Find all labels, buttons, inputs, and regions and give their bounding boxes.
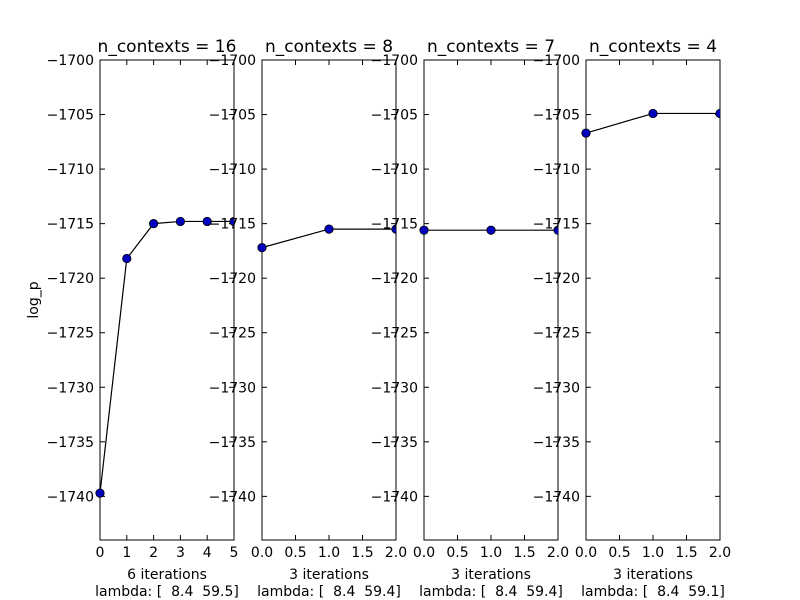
y-tick-label: −1705 [47,108,94,124]
y-tick-label: −1710 [209,162,256,178]
x-tick-label: 4 [203,545,212,561]
x-tick-label: 1.0 [318,545,340,561]
y-tick-label: −1705 [533,108,580,124]
y-tick-label: −1710 [533,162,580,178]
y-tick-label: −1720 [371,271,418,287]
chart-title: n_contexts = 4 [589,37,717,57]
y-tick-label: −1740 [371,489,418,505]
data-point [122,253,132,264]
y-tick-label: −1705 [209,108,256,124]
y-tick-label: −1725 [533,326,580,342]
data-point [202,216,212,227]
data-point [648,108,658,119]
panel-2: −1700 −1705 −1710 −1715 −1720 −1725 −1730 −1735… [209,37,407,600]
data-point [391,224,396,234]
x-tick-label: 0 [96,545,105,561]
data-point [715,108,720,119]
y-tick-label: −1700 [533,53,580,69]
x-tick-label: 3 [176,545,185,561]
x-tick-label: 0.5 [608,545,630,561]
y-tick-label: −1735 [533,435,580,451]
data-point [419,225,429,235]
y-tick-label: −1730 [533,380,580,396]
y-tick-label: −1715 [47,217,94,233]
lambda-label: lambda: [ 8.4 59.4] [419,584,563,600]
x-tick-label: 1.0 [480,545,502,561]
x-axis-label: 3 iterations [289,567,369,583]
data-point [257,243,267,253]
y-tick-label: −1700 [371,53,418,69]
markers [257,224,396,253]
y-tick-label: −1725 [47,326,94,342]
data-point [486,225,496,235]
axes-frame [99,59,235,541]
y-tick-label: −1740 [533,489,580,505]
y-tick-label: −1730 [47,380,94,396]
y-tick-label: −1720 [209,271,256,287]
data-point [229,216,234,227]
y-tick-label: −1710 [371,162,418,178]
x-tick-label: 2.0 [547,545,569,561]
x-tick-label: 5 [230,545,239,561]
data-point [581,128,591,138]
panel-3: −1700 −1705 −1710 −1715 −1720 −1725 −1730 −1735… [371,37,569,600]
y-axis-label: log_p [26,281,42,318]
x-axis-label: 3 iterations [451,567,531,583]
x-tick-label: 0.0 [413,545,435,561]
y-tick-label: −1720 [47,271,94,287]
y-tick-label: −1730 [209,380,256,396]
x-tick-label: 2.0 [385,545,407,561]
y-tick-label: −1715 [533,217,580,233]
y-tick-label: −1720 [533,271,580,287]
chart-title: n_contexts = 8 [265,37,393,57]
markers [419,225,558,235]
data-point [149,219,159,229]
lambda-label: lambda: [ 8.4 59.1] [581,584,725,600]
x-tick-label: 0.5 [446,545,468,561]
y-tick-label: −1710 [47,162,94,178]
data-point [175,216,185,227]
lambda-label: lambda: [ 8.4 59.5] [95,584,239,600]
data-point [553,225,558,235]
y-tick-label: −1700 [209,53,256,69]
data-point [95,488,105,498]
y-tick-label: −1715 [371,217,418,233]
y-tick-label: −1725 [371,326,418,342]
x-tick-label: 1 [122,545,131,561]
x-tick-label: 0.0 [575,545,597,561]
x-tick-label: 2.0 [709,545,731,561]
y-tick-label: −1740 [47,489,94,505]
chart-title: n_contexts = 7 [427,37,555,57]
y-tick-label: −1730 [371,380,418,396]
y-tick-label: −1725 [209,326,256,342]
x-tick-label: 1.5 [513,545,535,561]
subplot-panels: −1700 −1705 −1710 −1715 −1720 −1725 −1730 −1735… [26,37,731,600]
x-tick-label: 1.5 [351,545,373,561]
y-tick-label: −1705 [371,108,418,124]
y-tick-label: −1735 [47,435,94,451]
x-tick-label: 0.5 [284,545,306,561]
x-tick-label: 0.0 [251,545,273,561]
chart-title: n_contexts = 16 [98,37,237,57]
lambda-label: lambda: [ 8.4 59.4] [257,584,401,600]
x-tick-label: 1.0 [642,545,664,561]
markers [95,216,234,498]
data-point [324,224,334,234]
panel-1: −1700 −1705 −1710 −1715 −1720 −1725 −1730 −1735… [26,37,239,600]
y-tick-label: −1715 [209,217,256,233]
y-tick-label: −1735 [371,435,418,451]
panel-4: −1700 −1705 −1710 −1715 −1720 −1725 −1730 −1735… [533,37,731,600]
y-tick-label: −1700 [47,53,94,69]
markers [581,108,720,138]
y-tick-label: −1735 [209,435,256,451]
x-axis-label: 6 iterations [127,567,207,583]
x-tick-label: 2 [149,545,158,561]
x-axis-label: 3 iterations [613,567,693,583]
y-tick-label: −1740 [209,489,256,505]
x-tick-label: 1.5 [675,545,697,561]
